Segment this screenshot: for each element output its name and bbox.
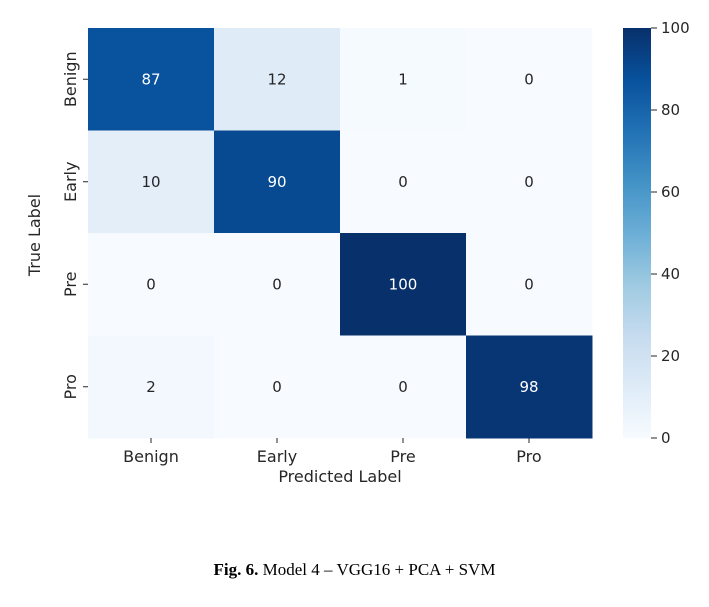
figure-caption-label: Fig. 6.: [213, 560, 259, 579]
heatmap-cell: [88, 335, 215, 439]
colorbar-tick-label: 40: [661, 265, 680, 283]
heatmap-cell-value: 90: [267, 173, 286, 191]
figure-caption-text: Model 4 – VGG16 + PCA + SVM: [258, 560, 496, 579]
heatmap-cell: [466, 28, 593, 131]
y-axis-title: True Label: [25, 194, 44, 277]
confusion-matrix-chart: 87 12 1 010 90 0 00 0 100 02 0 0 98 Benign Early Pre Pr…: [25, 19, 690, 486]
y-tick-label: Pro: [61, 374, 80, 399]
y-axis: Benign Early Pre Pro: [61, 51, 88, 399]
x-tick-label: Benign: [123, 447, 179, 466]
x-tick-label: Early: [257, 447, 297, 466]
x-tick-label: Pre: [390, 447, 415, 466]
heatmap-cell: [466, 233, 593, 336]
heatmap-cells: [88, 28, 593, 439]
heatmap-cell: [88, 233, 215, 336]
heatmap-cell-value: 0: [398, 173, 408, 191]
x-axis-title: Predicted Label: [278, 467, 401, 486]
heatmap-cell: [340, 28, 467, 131]
heatmap-cell-value: 0: [272, 378, 282, 396]
heatmap-cell-value: 0: [524, 70, 534, 88]
heatmap-cell: [466, 130, 593, 234]
y-tick-label: Early: [61, 162, 80, 202]
colorbar: [623, 28, 651, 438]
heatmap-cell-value: 12: [267, 70, 286, 88]
colorbar-tick-label: 0: [661, 429, 671, 447]
colorbar-tick-label: 100: [661, 19, 690, 37]
heatmap-cell-value: 2: [146, 378, 156, 396]
heatmap-cell: [466, 335, 593, 439]
heatmap-cell-value: 87: [141, 70, 160, 88]
x-axis: Benign Early Pre Pro: [123, 438, 542, 466]
heatmap-cell: [340, 233, 467, 336]
x-tick-label: Pro: [516, 447, 541, 466]
heatmap-cell: [340, 335, 467, 439]
heatmap-cell: [214, 335, 341, 439]
heatmap-cell: [214, 130, 341, 234]
y-tick-label: Pre: [61, 272, 80, 297]
heatmap-cell-labels: 87 12 1 010 90 0 00 0 100 02 0 0 98: [141, 70, 538, 396]
heatmap-cell: [340, 130, 467, 234]
heatmap-cell-value: 0: [272, 275, 282, 293]
colorbar-ticks: 0 20 40 60 80 100: [651, 19, 690, 447]
heatmap-cell-value: 0: [398, 378, 408, 396]
heatmap-cell-value: 0: [524, 275, 534, 293]
heatmap-cell: [214, 233, 341, 336]
heatmap-cell: [88, 28, 215, 131]
figure-caption: Fig. 6. Model 4 – VGG16 + PCA + SVM: [0, 560, 709, 580]
y-tick-label: Benign: [61, 51, 80, 107]
heatmap-cell-value: 0: [524, 173, 534, 191]
colorbar-tick-label: 80: [661, 101, 680, 119]
heatmap-cell: [88, 130, 215, 234]
colorbar-tick-label: 20: [661, 347, 680, 365]
colorbar-tick-label: 60: [661, 183, 680, 201]
heatmap-cell-value: 1: [398, 70, 408, 88]
heatmap-cell-value: 10: [141, 173, 160, 191]
heatmap-cell-value: 0: [146, 275, 156, 293]
heatmap-cell-value: 98: [519, 378, 538, 396]
heatmap-cell: [214, 28, 341, 131]
heatmap-cell-value: 100: [389, 275, 418, 293]
